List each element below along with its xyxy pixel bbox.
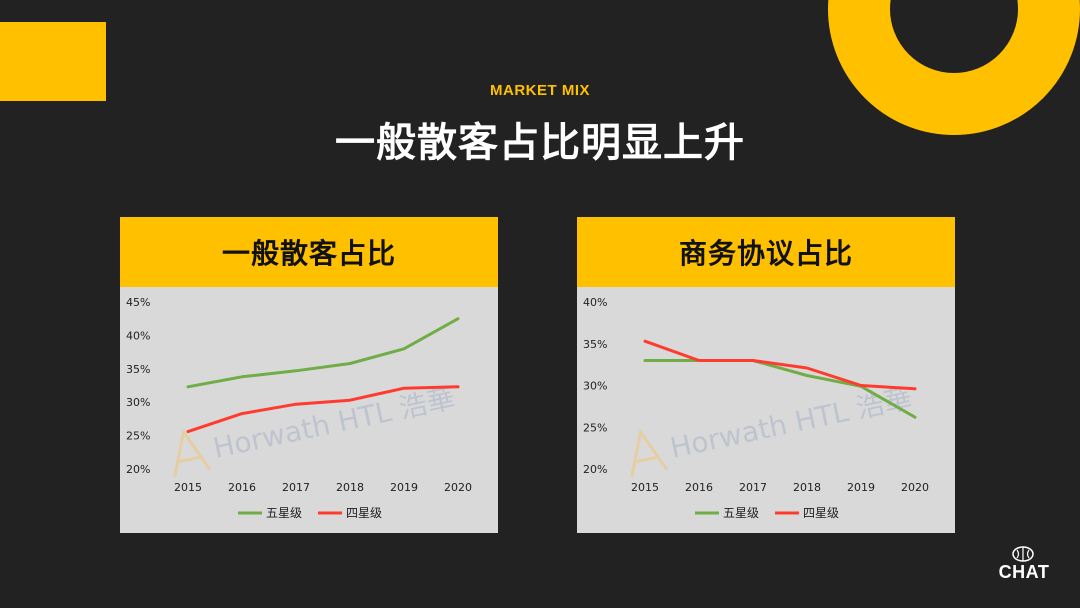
chart-title-left: 一般散客占比 [221,237,396,270]
brain-icon [1012,546,1034,562]
watermark-mark-icon [173,428,212,478]
x-tick-label: 2020 [444,481,472,494]
watermark-text: Horwath HTL 浩華 [667,381,915,464]
x-tick-label: 2018 [336,481,364,494]
x-tick-label: 2017 [739,481,767,494]
watermark-left: Horwath HTL 浩華 [173,381,458,478]
y-tick-label: 25% [126,430,150,443]
line-chart-left: Horwath HTL 浩華 20% 25% 30% 35% 40% 45% 2015 2016… [126,296,472,520]
legend-label: 五星级 [266,506,302,520]
x-tick-label: 2019 [847,481,875,494]
series-line-five-star [186,317,460,389]
watermark-mark-icon [630,428,669,478]
y-tick-label: 20% [583,463,607,476]
series-line-four-star [186,385,460,434]
y-tick-label: 40% [583,296,607,309]
x-tick-label: 2018 [793,481,821,494]
y-tick-label: 40% [126,329,150,342]
legend-label: 四星级 [346,506,382,520]
x-tick-label: 2015 [631,481,659,494]
chart-panel-header-left: 一般散客占比 [120,217,498,287]
chart-title-right: 商务协议占比 [678,237,853,270]
page-title: 一般散客占比明显上升 [335,120,745,166]
x-tick-label: 2015 [174,481,202,494]
y-tick-label: 35% [583,338,607,351]
line-chart-right: Horwath HTL 浩華 20% 25% 30% 35% 40% 2015 2016 201… [583,296,929,520]
x-tick-label: 2017 [282,481,310,494]
chat-logo: CHAT [994,546,1054,588]
section-eyebrow: MARKET MIX [490,82,590,99]
x-tick-label: 2019 [390,481,418,494]
legend-label: 四星级 [803,506,839,520]
x-tick-label: 2020 [901,481,929,494]
series-line-five-star [643,359,917,419]
watermark-text: Horwath HTL 浩華 [210,381,458,464]
y-tick-label: 45% [126,296,150,309]
y-tick-label: 20% [126,463,150,476]
y-tick-label: 30% [126,396,150,409]
chart-panel-left: 一般散客占比 Horwath HTL 浩華 20% 25% 30% 35% 40% 45% 2… [120,217,498,533]
y-tick-label: 25% [583,421,607,434]
decorative-yellow-block [0,22,106,101]
series-line-four-star [643,339,917,391]
x-tick-label: 2016 [228,481,256,494]
chart-panel-right: 商务协议占比 Horwath HTL 浩華 20% 25% 30% 35% 40% 2015… [577,217,955,533]
chart-panel-header-right: 商务协议占比 [577,217,955,287]
logo-text: CHAT [998,562,1050,582]
y-tick-label: 30% [583,380,607,393]
x-tick-label: 2016 [685,481,713,494]
legend-label: 五星级 [723,506,759,520]
y-tick-label: 35% [126,363,150,376]
